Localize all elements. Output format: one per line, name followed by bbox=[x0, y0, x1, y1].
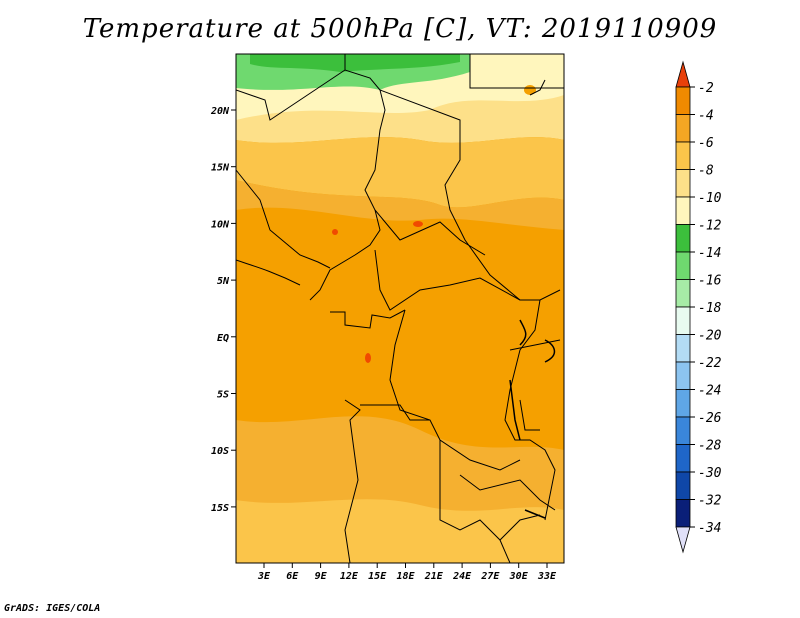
colorbar-bottom-triangle bbox=[675, 526, 691, 554]
lat-tick-label: 10N bbox=[211, 219, 230, 230]
colorbar-label: -14 bbox=[698, 246, 721, 261]
lon-tick-label: 6E bbox=[286, 571, 299, 582]
colorbar-swatch bbox=[675, 389, 691, 418]
lat-tick-label: 10S bbox=[211, 446, 229, 457]
lat-tick-label: 20N bbox=[210, 106, 230, 117]
lat-tick-label: EQ bbox=[217, 333, 229, 344]
map-frame bbox=[235, 53, 565, 564]
colorbar-swatch bbox=[675, 499, 691, 528]
longitude-axis: 3E 6E 9E 12E 15E 18E 21E 24E 27E 30E 33E bbox=[257, 563, 557, 582]
colorbar-label: -8 bbox=[698, 164, 714, 179]
country-borders bbox=[236, 54, 564, 563]
lon-tick-label: 18E bbox=[396, 571, 415, 582]
lat-tick-label: 5N bbox=[217, 276, 230, 287]
colorbar-label: -6 bbox=[698, 136, 714, 151]
colorbar-swatch bbox=[675, 361, 691, 390]
colorbar: -2 -4 -6 -8 -10 -12 -14 -16 -18 -20 -22 -24 -26 -28 -3… bbox=[675, 60, 722, 554]
colorbar-swatch bbox=[675, 114, 691, 143]
lon-tick-label: 24E bbox=[452, 571, 472, 582]
colorbar-label: -24 bbox=[698, 384, 721, 399]
colorbar-swatch bbox=[675, 169, 691, 198]
chart-title: Temperature at 500hPa [C], VT: 201911090… bbox=[82, 14, 718, 44]
lat-tick-label: 5S bbox=[217, 390, 229, 401]
lon-tick-label: 33E bbox=[537, 571, 557, 582]
lat-tick-label: 15S bbox=[211, 503, 229, 514]
colorbar-swatch bbox=[675, 416, 691, 445]
colorbar-swatch bbox=[675, 306, 691, 335]
colorbar-swatch bbox=[675, 86, 691, 115]
colorbar-swatch bbox=[675, 196, 691, 225]
lon-tick-label: 3E bbox=[257, 571, 271, 582]
colorbar-label: -16 bbox=[698, 274, 722, 289]
colorbar-swatch bbox=[675, 141, 691, 170]
lon-tick-label: 21E bbox=[424, 571, 444, 582]
colorbar-label: -4 bbox=[698, 109, 714, 124]
latitude-axis: 20N 15N 10N 5N EQ 5S 10S 15S bbox=[210, 106, 236, 514]
colorbar-label: -28 bbox=[698, 439, 722, 454]
colorbar-swatch bbox=[675, 334, 691, 363]
colorbar-swatch bbox=[675, 224, 691, 253]
temperature-field bbox=[236, 54, 564, 563]
lon-tick-label: 30E bbox=[509, 571, 529, 582]
colorbar-label: -26 bbox=[698, 411, 722, 426]
colorbar-swatch bbox=[675, 444, 691, 473]
lon-tick-label: 15E bbox=[368, 571, 387, 582]
colorbar-label: -12 bbox=[698, 219, 722, 234]
lon-tick-label: 12E bbox=[340, 571, 359, 582]
colorbar-label: -32 bbox=[698, 494, 722, 509]
colorbar-label: -30 bbox=[698, 466, 722, 481]
colorbar-label: -20 bbox=[698, 329, 722, 344]
colorbar-swatch bbox=[675, 251, 691, 280]
colorbar-swatch bbox=[675, 471, 691, 500]
colorbar-label: -18 bbox=[698, 301, 722, 316]
lon-tick-label: 9E bbox=[315, 571, 328, 582]
lakes bbox=[509, 319, 556, 519]
colorbar-top-triangle bbox=[675, 60, 691, 88]
lon-tick-label: 27E bbox=[480, 571, 500, 582]
lat-tick-label: 15N bbox=[211, 163, 230, 174]
colorbar-swatch bbox=[675, 279, 691, 308]
colorbar-label: -2 bbox=[698, 81, 714, 96]
colorbar-label: -34 bbox=[698, 521, 721, 536]
colorbar-label: -22 bbox=[698, 356, 722, 371]
footer-credit: GrADS: IGES/COLA bbox=[4, 603, 101, 614]
colorbar-label: -10 bbox=[698, 191, 722, 206]
